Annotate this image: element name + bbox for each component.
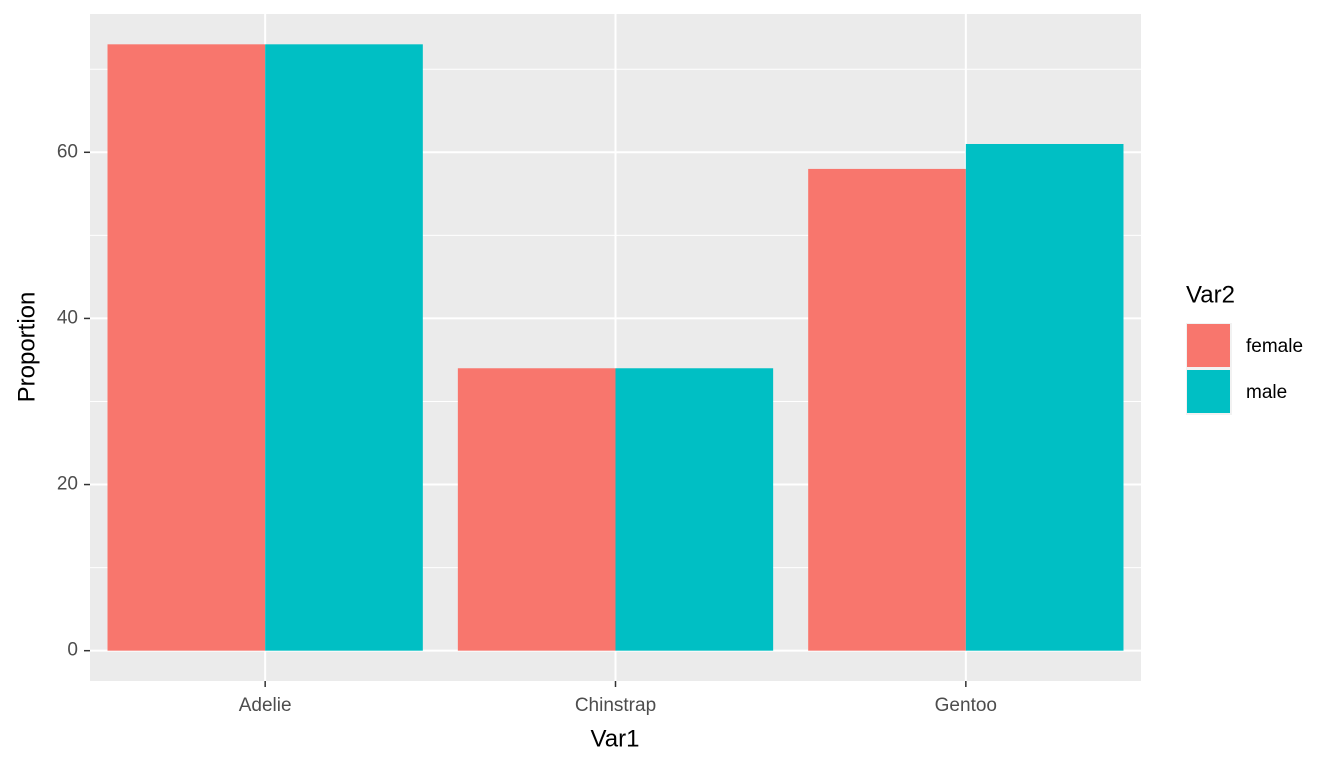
bar: [808, 168, 966, 651]
legend-title: Var2: [1186, 281, 1235, 308]
bar: [965, 143, 1124, 651]
bar: [107, 44, 266, 651]
x-tick-label: Chinstrap: [575, 695, 656, 716]
x-tick-label: Gentoo: [935, 695, 997, 716]
y-tick-label: 40: [57, 307, 78, 328]
legend-swatch: [1187, 370, 1230, 413]
bar: [615, 368, 774, 651]
legend-swatch: [1187, 324, 1230, 367]
legend-label: female: [1246, 336, 1303, 357]
bars: [107, 44, 1124, 651]
bar: [265, 44, 423, 651]
y-tick-label: 20: [57, 474, 78, 495]
y-tick-label: 60: [57, 141, 78, 162]
x-axis-title: Var1: [591, 725, 640, 752]
x-tick-label: Adelie: [239, 695, 292, 716]
bar: [457, 368, 616, 651]
y-tick-label: 0: [67, 640, 78, 661]
legend-label: male: [1246, 382, 1287, 403]
y-axis-title: Proportion: [13, 292, 40, 403]
